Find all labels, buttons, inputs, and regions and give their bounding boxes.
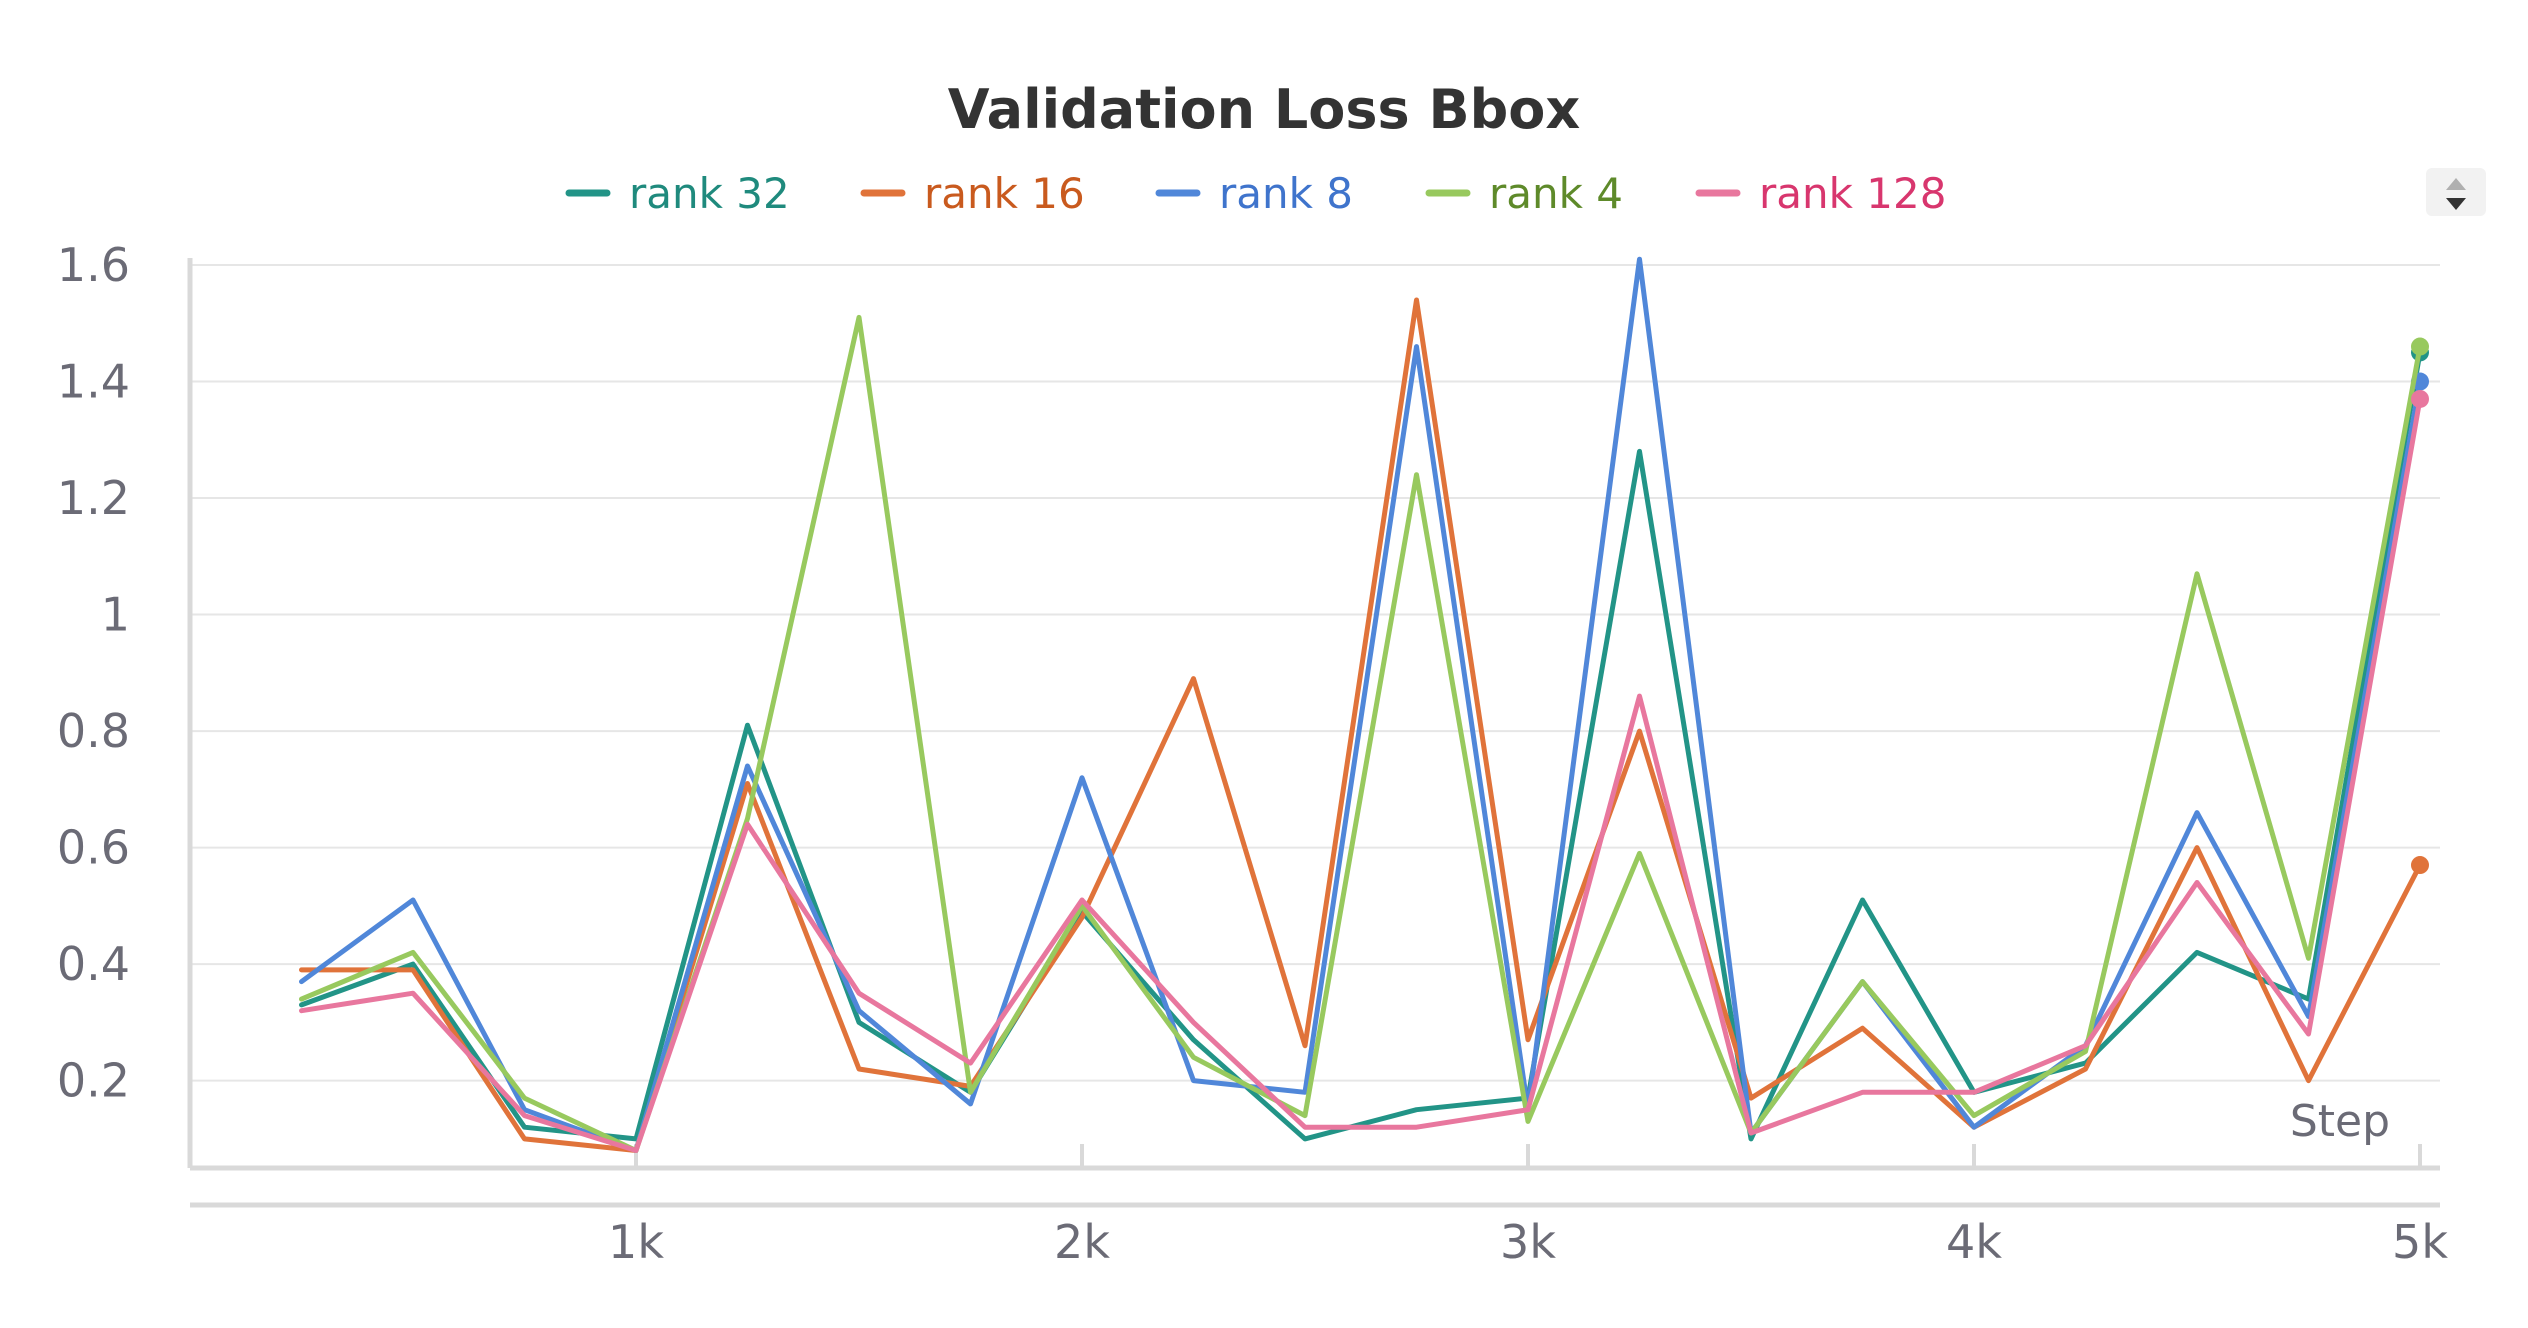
legend-item[interactable]: rank 32 bbox=[565, 169, 790, 218]
series-end-point bbox=[2411, 856, 2429, 875]
legend-label: rank 32 bbox=[629, 169, 790, 218]
axes bbox=[187, 258, 2440, 1208]
x-tick-label: 3k bbox=[1500, 1215, 1556, 1269]
y-tick-label: 1.6 bbox=[57, 238, 130, 292]
chevron-down-icon[interactable] bbox=[2446, 198, 2466, 210]
legend-item[interactable]: rank 4 bbox=[1425, 169, 1623, 218]
x-axis-ticks: 1k 2k 3k 4k 5k bbox=[608, 1144, 2448, 1269]
y-axis-ticks: 0.2 0.4 0.6 0.8 1 1.2 1.4 1.6 bbox=[57, 238, 130, 1108]
x-tick-label: 1k bbox=[608, 1215, 664, 1269]
legend-label: rank 4 bbox=[1489, 169, 1623, 218]
series-rank-16 bbox=[299, 297, 2429, 1153]
chevron-up-icon[interactable] bbox=[2446, 178, 2466, 190]
y-tick-label: 1.4 bbox=[57, 355, 130, 409]
y-tick-label: 1.2 bbox=[57, 471, 130, 525]
grid bbox=[190, 264, 2440, 1082]
legend-item[interactable]: rank 128 bbox=[1695, 169, 1946, 218]
legend[interactable]: rank 32 rank 16 rank 8 rank 4 rank 128 bbox=[565, 169, 1946, 218]
y-tick-label: 1 bbox=[101, 588, 130, 642]
y-tick-label: 0.6 bbox=[57, 821, 130, 875]
x-axis-label: Step bbox=[2290, 1096, 2390, 1147]
series-rank-128 bbox=[299, 389, 2429, 1153]
legend-label: rank 128 bbox=[1759, 169, 1946, 218]
legend-item[interactable]: rank 8 bbox=[1155, 169, 1353, 218]
series-lines bbox=[299, 256, 2429, 1153]
y-tick-label: 0.8 bbox=[57, 704, 130, 758]
legend-label: rank 8 bbox=[1219, 169, 1353, 218]
chart-title: Validation Loss Bbox bbox=[948, 78, 1581, 141]
legend-item[interactable]: rank 16 bbox=[860, 169, 1085, 218]
series-end-point bbox=[2411, 389, 2429, 408]
x-tick-label: 4k bbox=[1946, 1215, 2002, 1269]
series-end-point bbox=[2411, 337, 2429, 356]
x-tick-label: 5k bbox=[2392, 1215, 2448, 1269]
y-tick-label: 0.2 bbox=[57, 1054, 130, 1108]
legend-scroll-control[interactable] bbox=[2426, 168, 2486, 216]
series-line bbox=[299, 256, 2423, 1153]
y-tick-label: 0.4 bbox=[57, 937, 130, 991]
x-tick-label: 2k bbox=[1054, 1215, 1110, 1269]
legend-label: rank 16 bbox=[924, 169, 1085, 218]
series-line bbox=[299, 349, 2423, 1142]
series-line bbox=[299, 396, 2423, 1153]
